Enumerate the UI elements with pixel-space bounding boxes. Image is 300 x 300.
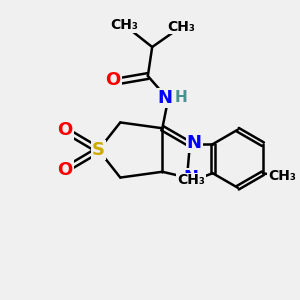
Text: O: O [58,121,73,139]
Text: CH₃: CH₃ [111,18,139,32]
Text: N: N [184,169,199,187]
Text: CH₃: CH₃ [268,169,296,183]
Text: S: S [92,141,105,159]
Text: CH₃: CH₃ [177,173,205,188]
Text: O: O [105,71,121,89]
Text: N: N [187,134,202,152]
Text: H: H [175,90,188,105]
Text: CH₃: CH₃ [167,20,195,34]
Text: O: O [58,161,73,179]
Text: N: N [158,89,173,107]
